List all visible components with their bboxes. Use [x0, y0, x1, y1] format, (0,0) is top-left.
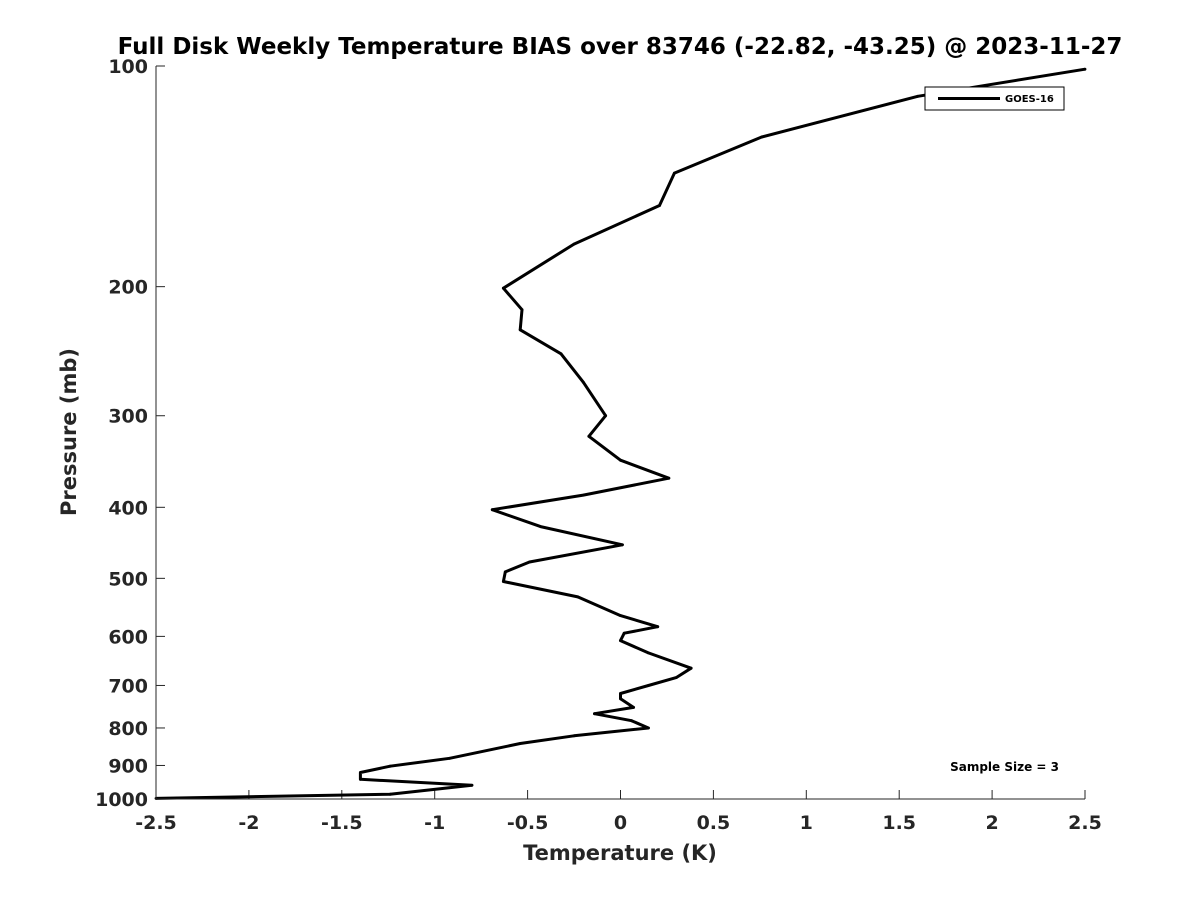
series-line-goes-16: [155, 67, 1086, 800]
series-point: [656, 625, 660, 629]
series-point: [518, 328, 522, 332]
series-point: [518, 742, 522, 745]
chart-title: Full Disk Weekly Temperature BIAS over 8…: [118, 34, 1123, 60]
x-tick-label: 1.5: [882, 812, 916, 834]
y-tick-label: 100: [108, 56, 148, 78]
legend-entry-label: GOES-16: [1005, 94, 1054, 105]
x-tick-label: 1: [800, 812, 813, 834]
legend: GOES-16: [924, 86, 1065, 111]
x-tick-label: -0.5: [507, 812, 549, 834]
series-point: [572, 242, 576, 246]
y-tick-label: 900: [108, 755, 148, 777]
series-point: [502, 580, 505, 583]
y-axis-label: Pressure (mb): [57, 348, 81, 516]
x-tick-label: -2: [238, 812, 259, 834]
series-point: [673, 171, 676, 175]
x-tick-label: 2.5: [1068, 812, 1102, 834]
series-point: [388, 792, 392, 796]
y-tick-label: 300: [108, 406, 148, 428]
series-point: [760, 135, 764, 139]
series-point: [1083, 67, 1087, 71]
series-point: [502, 286, 505, 290]
y-tick-label: 600: [108, 626, 148, 648]
series-point: [667, 476, 671, 480]
series-point: [689, 666, 693, 670]
x-tick-label: -1: [424, 812, 445, 834]
x-tick-label: 0: [614, 812, 627, 834]
series-point: [490, 508, 494, 512]
y-tick-label: 700: [108, 675, 148, 697]
series-point: [359, 771, 362, 774]
series-point: [470, 783, 474, 787]
series-point: [619, 692, 622, 695]
series-point: [647, 684, 650, 687]
series-point: [587, 434, 591, 438]
series-point: [359, 777, 362, 781]
series-point: [916, 94, 920, 98]
series-point: [539, 525, 542, 528]
series-point: [622, 631, 626, 635]
series-point: [674, 676, 678, 679]
axis-ticks: -2.5 -2 -1.5 -1 -0.5 0 0.5 1 1.5 2 2.5 100 200 300 400…: [95, 56, 1102, 834]
series-point: [581, 493, 585, 497]
x-tick-label: -1.5: [321, 812, 363, 834]
series-point: [619, 639, 622, 642]
x-tick-label: -2.5: [135, 812, 177, 834]
series-point: [448, 756, 451, 760]
y-tick-label: 800: [108, 718, 148, 740]
series-point: [388, 764, 392, 768]
series-point: [593, 712, 596, 716]
y-tick-label: 200: [108, 277, 148, 299]
series-point: [619, 614, 622, 617]
series-point: [647, 651, 650, 655]
x-tick-label: 0.5: [697, 812, 731, 834]
series-point: [630, 719, 633, 723]
series-point: [572, 734, 576, 738]
series-point: [528, 560, 531, 564]
plot-area: [154, 67, 1087, 800]
sample-size-annotation: Sample Size = 3: [950, 760, 1059, 774]
series-point: [621, 543, 624, 547]
series-point: [559, 352, 563, 356]
series-point: [619, 697, 622, 701]
series-point: [632, 706, 635, 709]
series-point: [581, 380, 585, 384]
x-tick-label: 2: [985, 812, 998, 834]
series-point: [503, 570, 507, 574]
series-point: [619, 458, 622, 462]
y-tick-label: 500: [108, 568, 148, 590]
x-axis-label: Temperature (K): [523, 841, 717, 865]
y-tick-label: 400: [108, 497, 148, 519]
y-tick-label: 1000: [95, 789, 148, 811]
series-point: [658, 204, 661, 207]
series-point: [604, 414, 607, 418]
series-point: [647, 726, 650, 730]
series-point: [520, 308, 524, 312]
series-point: [576, 595, 580, 599]
